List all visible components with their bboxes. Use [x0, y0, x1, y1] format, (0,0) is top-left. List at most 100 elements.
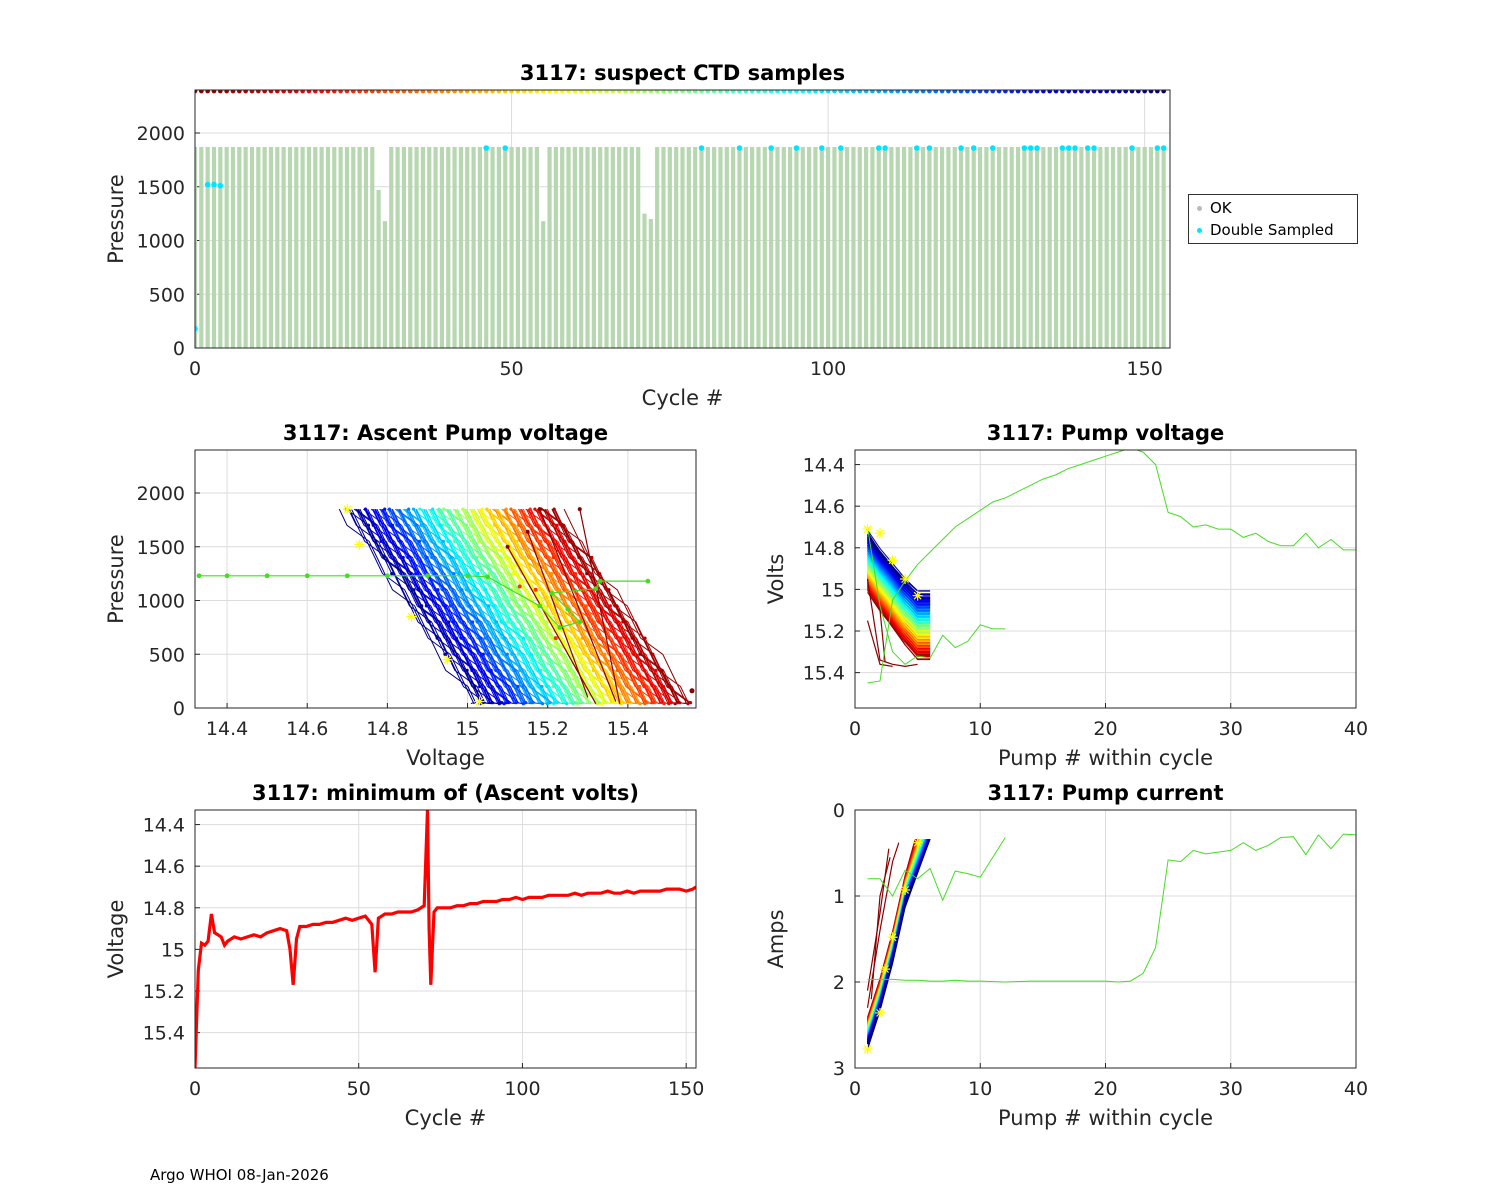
double-sampled-point — [1091, 145, 1097, 151]
x-tick-label: 0 — [189, 1078, 201, 1100]
y-tick-label: 1 — [833, 886, 845, 908]
ctd-legend: OK Double Sampled — [1188, 194, 1358, 244]
ascent-profile-point — [465, 588, 469, 592]
green-profile-point — [304, 573, 310, 579]
yellow-star-marker — [912, 837, 923, 848]
ascent-profile-line — [387, 508, 526, 705]
cycle-marker — [838, 90, 844, 94]
ascent-profile-line — [526, 508, 664, 705]
double-sampled-point — [1034, 145, 1040, 151]
ascent-profile-point — [499, 620, 503, 624]
cycle-marker — [1104, 90, 1109, 94]
y-tick-label: 500 — [149, 284, 185, 306]
x-axis-label: Pump # within cycle — [998, 746, 1213, 770]
cycle-marker — [237, 90, 242, 94]
ascent-profile-point — [618, 684, 622, 689]
ascent-voltage-chart: 14.4 14.6 14.8 15 15.2 15.4 0 500 1000 1500 2000 31… — [104, 421, 697, 770]
y-axis-label: Volts — [764, 554, 788, 605]
y-tick-label: 15.2 — [143, 981, 185, 1003]
ascent-profile-point — [613, 604, 617, 608]
ascent-profile-point — [492, 604, 496, 608]
cycle-marker — [502, 90, 508, 94]
double-sampled-point — [204, 181, 211, 188]
ascent-profile-point — [581, 636, 585, 640]
cycle-marker — [199, 90, 204, 94]
double-sampled-point — [1027, 145, 1034, 151]
ascent-profile-line — [381, 508, 519, 705]
ascent-profile-point — [527, 555, 532, 560]
double-sampled-point — [875, 145, 882, 151]
pump-voltage-line — [867, 536, 931, 592]
ascent-profile-point — [481, 652, 485, 656]
cycle-marker — [794, 90, 799, 94]
cycle-marker — [749, 90, 755, 94]
x-tick-label: 15.2 — [527, 718, 569, 740]
cycle-marker — [1085, 90, 1090, 94]
ascent-profile-line — [415, 508, 553, 705]
cycle-marker — [857, 90, 863, 94]
cycle-marker — [977, 90, 983, 94]
ascent-profile-line — [534, 508, 672, 705]
cycle-marker — [768, 90, 774, 94]
ascent-profile-line — [413, 508, 551, 705]
cycle-marker — [610, 90, 616, 94]
yellow-star-marker — [900, 574, 911, 584]
cycle-marker — [591, 90, 597, 94]
ascent-profile-point — [662, 702, 666, 706]
early-cycle-line — [866, 620, 893, 667]
cycle-marker — [426, 90, 432, 94]
cycle-marker — [477, 90, 483, 94]
yellow-star-marker — [887, 932, 898, 943]
ascent-profile-line — [518, 508, 656, 705]
ascent-profile-line — [445, 508, 583, 705]
cycle-marker — [971, 90, 977, 94]
cycle-marker — [1129, 90, 1135, 94]
double-sampled-point — [736, 145, 743, 151]
ascent-profile-point — [615, 668, 619, 672]
ascent-profile-point — [619, 636, 623, 640]
ascent-profile-line — [364, 508, 502, 705]
cycle-marker — [901, 90, 907, 94]
axes-frame — [194, 809, 697, 1069]
ascent-profile-point — [417, 539, 422, 543]
ascent-profile-point — [658, 668, 663, 672]
cycle-marker — [787, 90, 793, 94]
minimum-voltage-chart: 0 50 100 150 14.4 14.6 14.8 15 15.2 15.4 3117: min… — [104, 781, 704, 1130]
ascent-profile-point — [441, 588, 445, 592]
double-sampled-point — [818, 145, 825, 151]
cycle-marker — [730, 90, 736, 94]
y-tick-label: 15 — [821, 579, 845, 601]
ascent-profile-point — [484, 588, 488, 592]
x-tick-label: 30 — [1219, 1078, 1243, 1100]
ascent-profile-line — [404, 508, 543, 705]
cycle-marker — [369, 90, 375, 94]
ok-marker-icon — [1197, 206, 1202, 211]
ascent-profile-point — [521, 636, 526, 640]
cycle-marker — [1117, 90, 1122, 94]
ascent-profile-line — [436, 508, 574, 705]
cycle-marker — [331, 90, 337, 94]
cycle-marker — [965, 90, 970, 94]
double-sampled-point — [837, 145, 844, 151]
ascent-profile-point — [509, 507, 513, 511]
ascent-profile-point — [419, 523, 423, 527]
ascent-profile-line — [480, 508, 616, 705]
cycle-marker — [876, 90, 882, 94]
ascent-profile-point — [654, 668, 658, 672]
cycle-marker — [1110, 90, 1116, 94]
y-axis-label: Amps — [764, 909, 788, 968]
ascent-profile-line — [456, 508, 592, 705]
ascent-profile-point — [438, 523, 443, 527]
cycle-marker — [1098, 90, 1103, 94]
ascent-profile-line — [488, 508, 624, 705]
ascent-profile-point — [418, 507, 422, 511]
ascent-profile-point — [379, 539, 383, 543]
ascent-profile-line — [447, 508, 583, 705]
ascent-profile-line — [406, 508, 542, 705]
early-cycle-line — [866, 578, 918, 668]
ascent-profile-line — [461, 508, 600, 705]
cycle-marker — [654, 90, 660, 94]
ascent-profile-line — [519, 508, 658, 705]
y-tick-label: 14.4 — [143, 815, 185, 837]
x-axis-label: Cycle # — [642, 386, 724, 410]
